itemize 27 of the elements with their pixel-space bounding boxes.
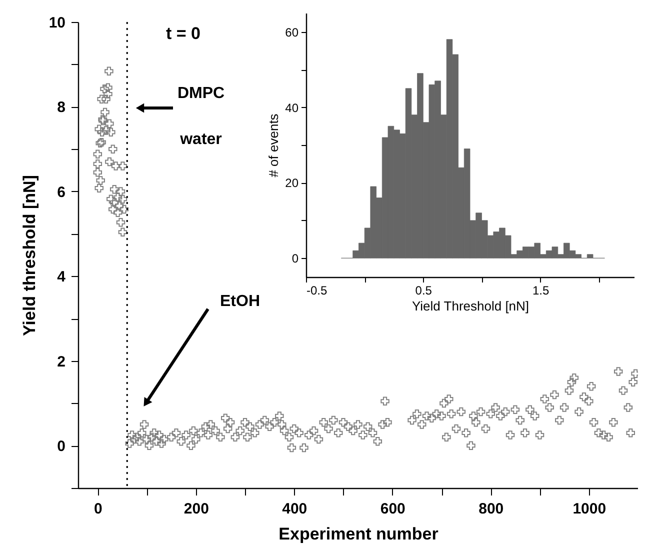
y-axis-title: Yield threshold [nN]: [20, 175, 39, 336]
x-axis-title: Experiment number: [278, 524, 439, 544]
x-tick-label: 400: [282, 500, 308, 518]
x-axis-title: Yield Threshold [nN]: [412, 298, 530, 314]
y-tick-label: 2: [57, 353, 66, 370]
x-tick-label: 200: [184, 500, 209, 518]
x-tick-label: 600: [380, 500, 406, 518]
x-tick-label: 0: [94, 500, 102, 518]
y-tick-label: 0: [57, 438, 66, 456]
x-tick-label: 800: [478, 500, 504, 518]
y-axis-title: # of events: [266, 113, 282, 178]
y-tick-label: 0: [292, 252, 299, 266]
y-tick-label: 8: [57, 99, 66, 116]
y-tick-label: 60: [285, 25, 299, 40]
x-tick-label: 1000: [572, 500, 606, 518]
annotation: DMPC: [177, 85, 225, 102]
y-tick-label: 40: [285, 100, 299, 115]
annotation: water: [179, 131, 222, 148]
annotation: EtOH: [220, 293, 260, 310]
y-tick-label: 20: [285, 176, 299, 190]
x-tick-label: 1.5: [532, 284, 550, 298]
x-tick-label: 0.5: [415, 284, 432, 298]
y-tick-label: 4: [57, 268, 66, 286]
y-tick-label: 10: [48, 14, 66, 32]
y-tick-label: 6: [57, 184, 66, 201]
x-tick-label: -0.5: [306, 284, 328, 298]
annotation: t = 0: [166, 24, 200, 43]
